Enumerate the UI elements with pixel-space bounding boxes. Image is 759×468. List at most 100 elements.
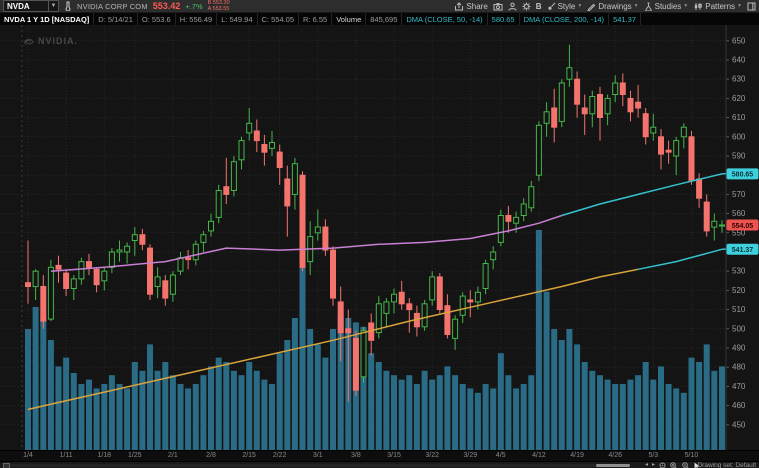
candle-body bbox=[32, 270, 39, 288]
candle-body bbox=[147, 247, 153, 295]
candle-body bbox=[208, 220, 214, 232]
pan-left-icon[interactable]: ◂ bbox=[644, 462, 648, 468]
panel-toggle-icon[interactable] bbox=[747, 2, 756, 11]
candle-body bbox=[246, 122, 253, 134]
candle-body bbox=[635, 101, 642, 109]
y-axis-label: 570 bbox=[732, 190, 746, 199]
drawings-button[interactable]: Drawings ▼ bbox=[587, 2, 639, 11]
volume-bar bbox=[131, 362, 138, 450]
volume-bar bbox=[314, 344, 321, 450]
volume-bar bbox=[78, 384, 85, 450]
candle-body bbox=[375, 303, 382, 334]
volume-bar bbox=[535, 230, 542, 450]
user-profile-icon[interactable] bbox=[508, 2, 517, 11]
candle-body bbox=[558, 82, 565, 122]
x-axis-label: 4/26 bbox=[608, 452, 622, 459]
volume-bar bbox=[467, 388, 474, 450]
y-axis-label: 630 bbox=[732, 75, 746, 84]
analyze-beaker-icon[interactable] bbox=[64, 1, 72, 11]
volume-bar bbox=[169, 375, 176, 450]
nvidia-logo-icon bbox=[24, 38, 34, 44]
volume-bar bbox=[154, 370, 161, 450]
volume-bar bbox=[604, 379, 611, 450]
volume-bar bbox=[86, 379, 92, 450]
zoom-out-icon[interactable] bbox=[682, 461, 690, 468]
style-button[interactable]: Style ▼ bbox=[547, 2, 582, 11]
candle-body bbox=[619, 82, 626, 95]
volume-bar bbox=[680, 392, 687, 450]
share-button[interactable]: Share bbox=[454, 2, 488, 11]
candle-body bbox=[330, 249, 336, 299]
volume-bar bbox=[444, 366, 451, 450]
candle-body bbox=[238, 140, 245, 161]
last-price: 553.42 bbox=[152, 1, 181, 11]
readout-field: L: 549.94 bbox=[217, 13, 258, 25]
nvidia-watermark: NVIDIA. bbox=[24, 36, 78, 46]
candle-body bbox=[566, 67, 573, 80]
studies-button[interactable]: Studies ▼ bbox=[644, 2, 688, 11]
candle-body bbox=[719, 224, 725, 227]
symbol-input[interactable]: NVDA bbox=[7, 1, 30, 11]
candle-body bbox=[696, 178, 703, 199]
candle-body bbox=[535, 124, 542, 176]
candle-body bbox=[314, 226, 321, 234]
volume-bar bbox=[25, 329, 31, 450]
snapshot-camera-icon[interactable] bbox=[493, 2, 503, 11]
volume-bar bbox=[505, 375, 512, 450]
volume-bar bbox=[238, 375, 245, 450]
drawing-set-selector[interactable]: Drawing set: Default bbox=[697, 462, 756, 468]
volume-bar bbox=[703, 344, 710, 450]
candle-body bbox=[131, 234, 138, 241]
volume-bar bbox=[711, 370, 718, 450]
candle-body bbox=[604, 97, 611, 115]
candle-body bbox=[284, 178, 291, 207]
candle-body bbox=[215, 190, 222, 218]
volume-bar bbox=[398, 379, 405, 450]
y-axis-label: 460 bbox=[732, 401, 746, 410]
candle-body bbox=[650, 126, 657, 134]
readout-field: R: 6.55 bbox=[299, 13, 333, 25]
time-scrollbar-thumb[interactable] bbox=[596, 464, 630, 467]
price-chart-canvas[interactable]: 4504604704804905005105205305405505605705… bbox=[0, 25, 759, 450]
chevron-down-icon[interactable]: ▼ bbox=[48, 1, 58, 11]
study-value: 541.37 bbox=[609, 13, 642, 25]
y-axis-label: 490 bbox=[732, 343, 746, 352]
volume-bar bbox=[253, 370, 260, 450]
volume-bar bbox=[528, 375, 535, 450]
y-axis-label: 530 bbox=[732, 267, 746, 276]
ondemand-button[interactable]: B bbox=[535, 1, 542, 11]
candle-body bbox=[345, 328, 352, 334]
y-axis-label: 620 bbox=[732, 94, 746, 103]
zoom-in-icon[interactable] bbox=[670, 461, 678, 468]
pan-right-icon[interactable]: ▸ bbox=[651, 462, 655, 468]
auto-center-icon[interactable] bbox=[659, 462, 666, 468]
candle-body bbox=[93, 268, 100, 286]
candle-body bbox=[86, 261, 92, 268]
volume-bar bbox=[108, 375, 115, 450]
candle-body bbox=[665, 149, 672, 153]
volume-bar bbox=[452, 375, 459, 450]
settings-gear-icon[interactable] bbox=[522, 2, 531, 11]
symbol-combobox[interactable]: NVDA ▼ bbox=[3, 0, 59, 12]
volume-bar bbox=[215, 357, 222, 450]
x-axis[interactable]: 1/4 1/11 1/18 1/25 2/1 2/8 2/15 2/22 3/1 3/8 3/15 3… bbox=[0, 450, 759, 461]
candle-body bbox=[688, 136, 695, 182]
volume-bar bbox=[436, 375, 443, 450]
volume-bar bbox=[413, 384, 420, 450]
patterns-button[interactable]: Patterns ▼ bbox=[693, 2, 742, 11]
candle-body bbox=[291, 163, 298, 195]
candle-body bbox=[452, 318, 459, 339]
bid-ask: B 553.30 A 553.55 bbox=[208, 0, 230, 12]
x-axis-label: 1/25 bbox=[127, 452, 142, 459]
chart-plot-area[interactable]: 4504604704804905005105205305405505605705… bbox=[0, 25, 759, 450]
candle-body bbox=[101, 270, 108, 282]
volume-bar bbox=[429, 379, 436, 450]
candle-body bbox=[673, 140, 680, 157]
candle-body bbox=[40, 286, 47, 322]
volume-bar bbox=[551, 329, 558, 450]
candle-body bbox=[360, 330, 367, 378]
volume-bar bbox=[497, 353, 504, 450]
time-scrollbar-track[interactable] bbox=[10, 464, 630, 467]
chart-grid-icon[interactable] bbox=[3, 463, 10, 468]
readout-field: H: 556.49 bbox=[176, 13, 218, 25]
